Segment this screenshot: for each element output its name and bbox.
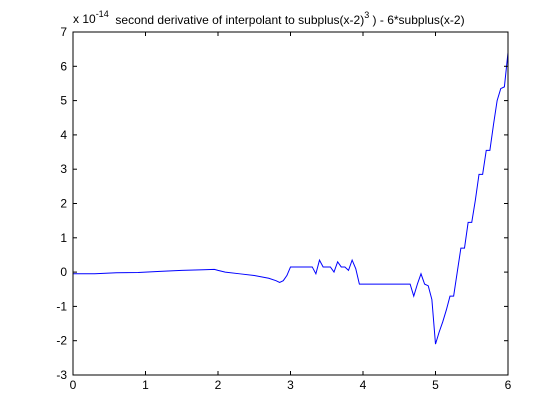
y-tick-label-6: 3 bbox=[60, 162, 67, 176]
y-tick-label-1: -2 bbox=[56, 334, 67, 348]
chart-title: second derivative of interpolant to subp… bbox=[115, 10, 464, 27]
y-exponent-label: x 10-14 bbox=[73, 9, 109, 26]
y-tick-label-10: 7 bbox=[60, 25, 67, 39]
x-tick-label-3: 3 bbox=[287, 378, 294, 392]
x-tick-label-2: 2 bbox=[215, 378, 222, 392]
x-tick-label-6: 6 bbox=[505, 378, 512, 392]
y-tick-label-0: -3 bbox=[56, 368, 67, 382]
chart-title-main: second derivative of interpolant to subp… bbox=[115, 13, 364, 27]
marks-layer bbox=[73, 52, 509, 345]
y-exponent-power: -14 bbox=[96, 9, 109, 19]
series-line-1 bbox=[73, 52, 509, 345]
y-exponent-base: x 10 bbox=[73, 12, 96, 26]
x-tick-label-4: 4 bbox=[360, 378, 367, 392]
x-tick-label-1: 1 bbox=[142, 378, 149, 392]
title-layer: x 10-14 second derivative of interpolant… bbox=[73, 9, 465, 27]
ticks-layer: 0 1 2 3 4 5 6 -3 -2 -1 0 1 2 3 4 5 6 7 bbox=[56, 25, 511, 392]
chart-title-superscript: 3 bbox=[364, 10, 369, 20]
y-tick-label-5: 2 bbox=[60, 197, 67, 211]
y-tick-label-8: 5 bbox=[60, 94, 67, 108]
x-tick-label-0: 0 bbox=[70, 378, 77, 392]
plot-area bbox=[73, 32, 508, 375]
x-tick-label-5: 5 bbox=[432, 378, 439, 392]
y-tick-label-9: 6 bbox=[60, 59, 67, 73]
y-tick-label-3: 0 bbox=[60, 265, 67, 279]
y-tick-label-7: 4 bbox=[60, 128, 67, 142]
y-tick-label-2: -1 bbox=[56, 299, 67, 313]
chart-title-tail: ) - 6*subplus(x-2) bbox=[369, 13, 464, 27]
y-tick-label-4: 1 bbox=[60, 231, 67, 245]
